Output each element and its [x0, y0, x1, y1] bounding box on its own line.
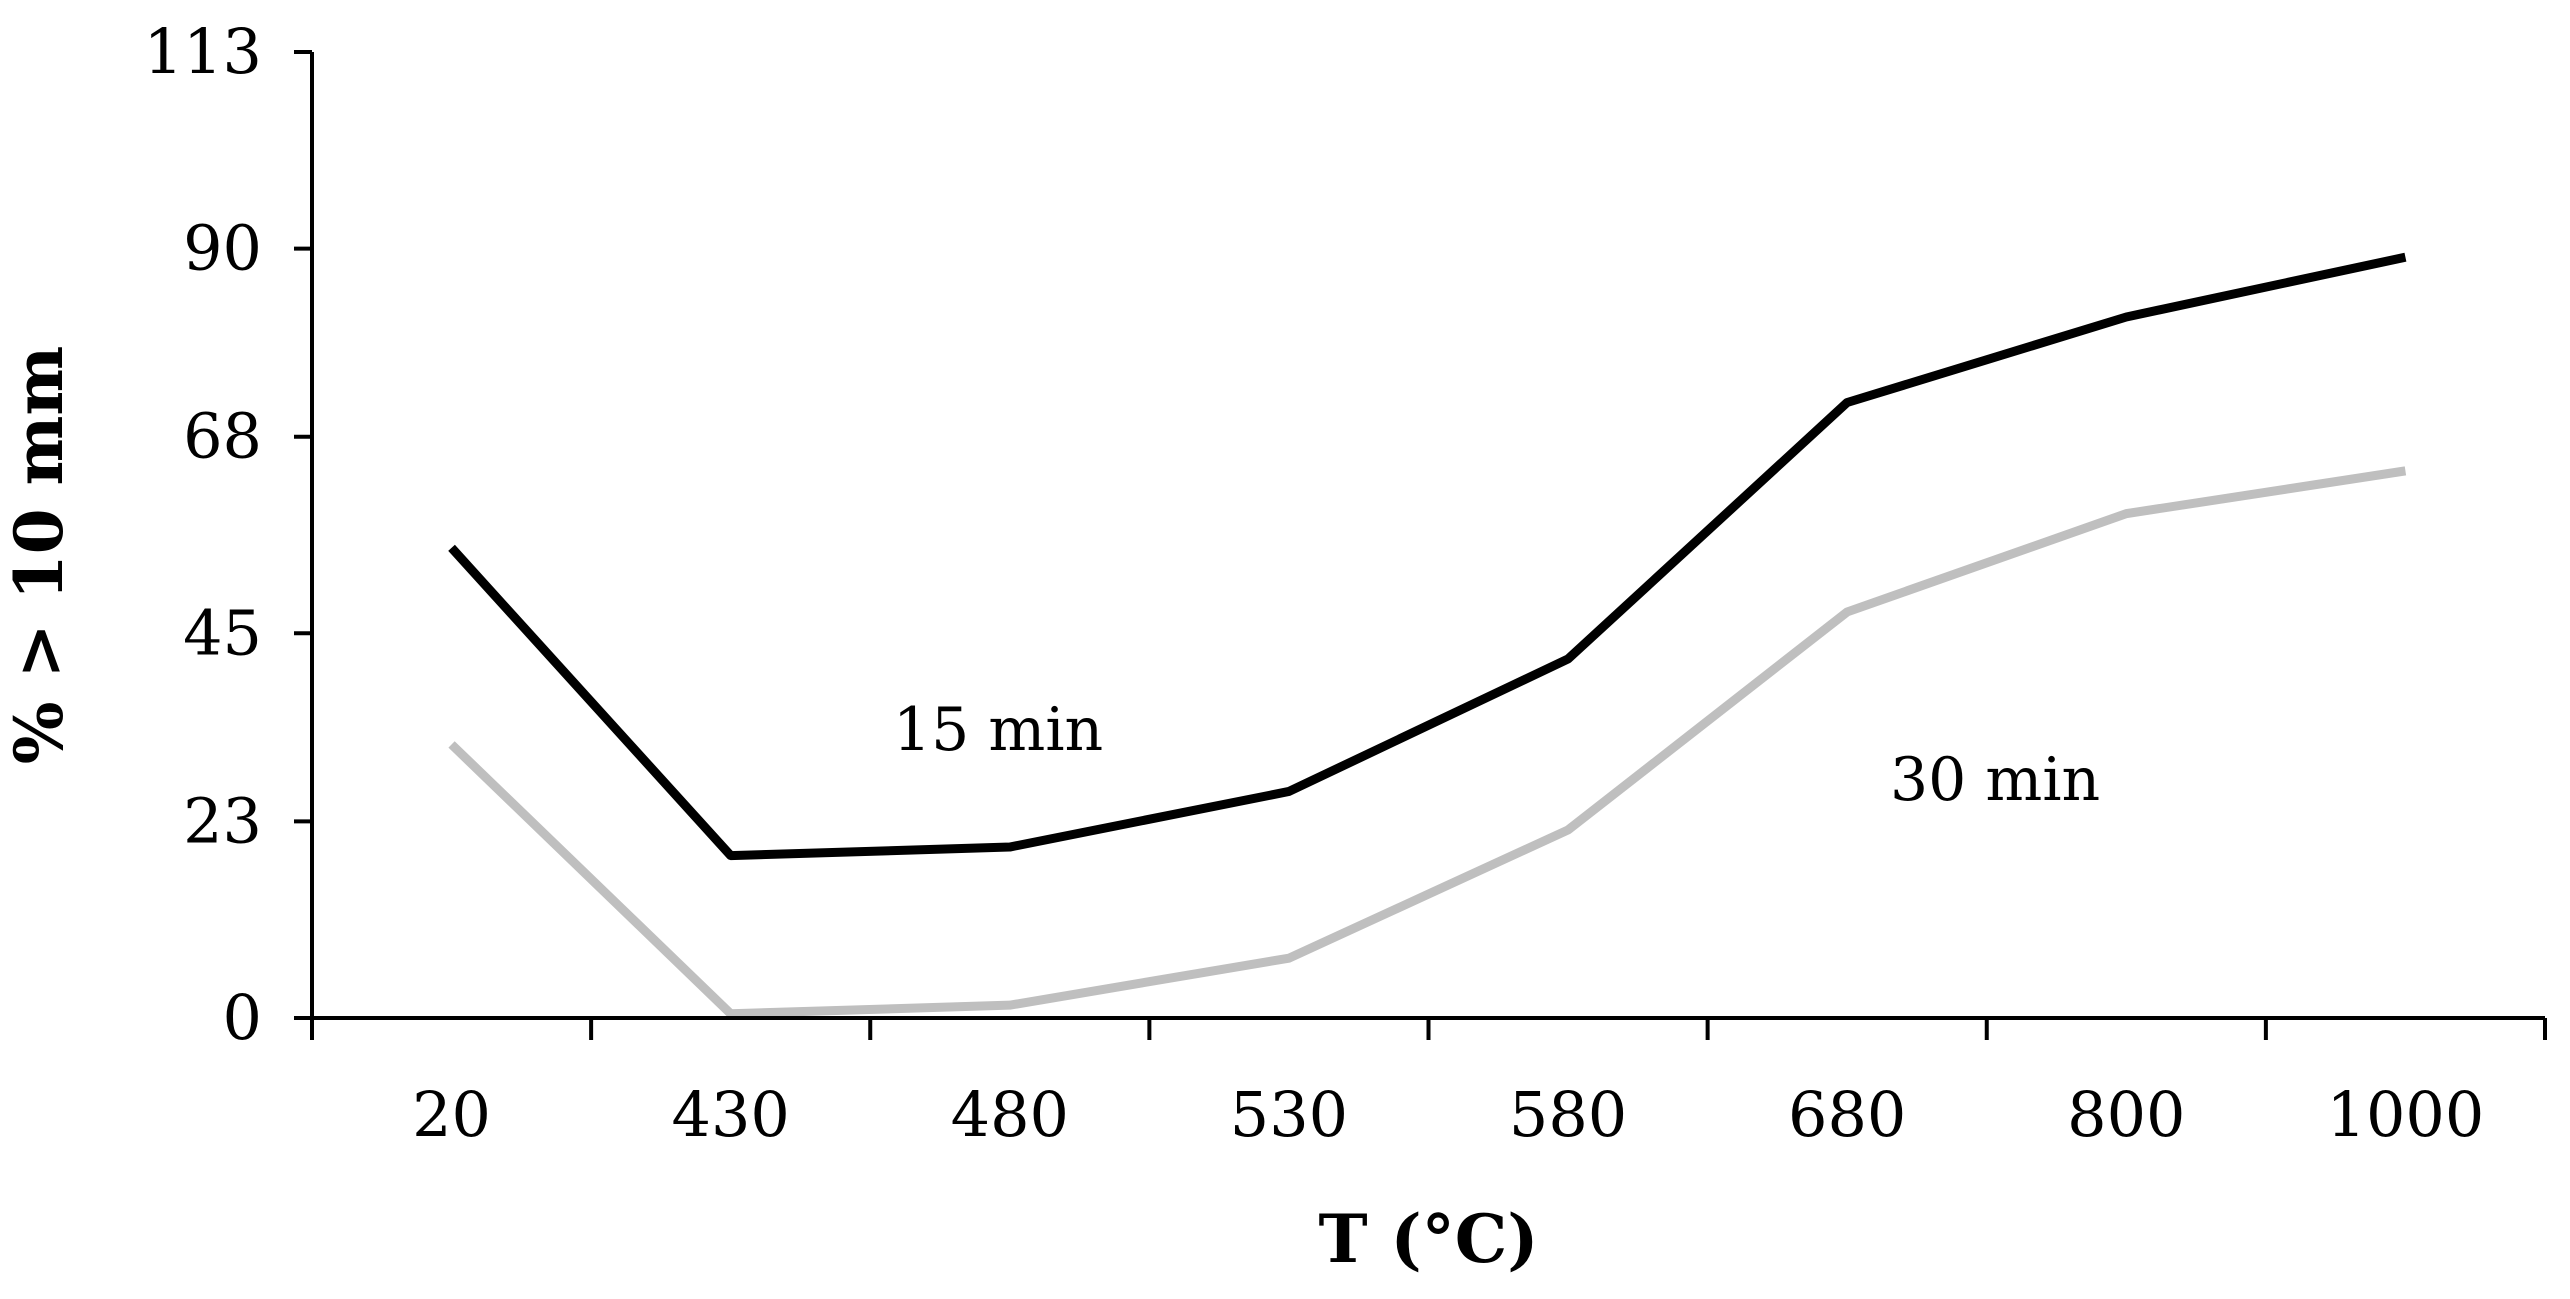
- x-tick-label: 20: [412, 1078, 491, 1151]
- y-tick-label: 113: [144, 15, 262, 88]
- x-axis-title: T (°C): [1318, 1200, 1538, 1278]
- series-label-15-min: 15 min: [893, 695, 1103, 765]
- y-axis-title: % > 10 mm: [0, 346, 78, 764]
- y-tick-label: 90: [183, 212, 262, 285]
- x-tick-label: 1000: [2327, 1078, 2485, 1151]
- y-tick-label: 45: [183, 596, 262, 669]
- series-layer: [448, 252, 2407, 1019]
- y-tick-label: 23: [183, 784, 262, 857]
- x-tick-label: 800: [2067, 1078, 2185, 1151]
- series-label-30-min: 30 min: [1890, 745, 2100, 815]
- x-tick-label: 680: [1788, 1078, 1906, 1151]
- series-line-15-min: [448, 252, 2407, 861]
- x-tick-label: 580: [1509, 1078, 1627, 1151]
- y-tick-label: 0: [223, 981, 262, 1054]
- y-tick-label: 68: [183, 400, 262, 473]
- x-axis-ticks: 20 430 480 530 580 680 800 1000: [310, 1018, 2547, 1151]
- x-tick-label: 430: [672, 1078, 790, 1151]
- x-tick-label: 530: [1230, 1078, 1348, 1151]
- series-line-30-min: [448, 466, 2407, 1019]
- y-axis-ticks: 0 23 45 68 90 113: [144, 15, 312, 1054]
- x-tick-label: 480: [951, 1078, 1069, 1151]
